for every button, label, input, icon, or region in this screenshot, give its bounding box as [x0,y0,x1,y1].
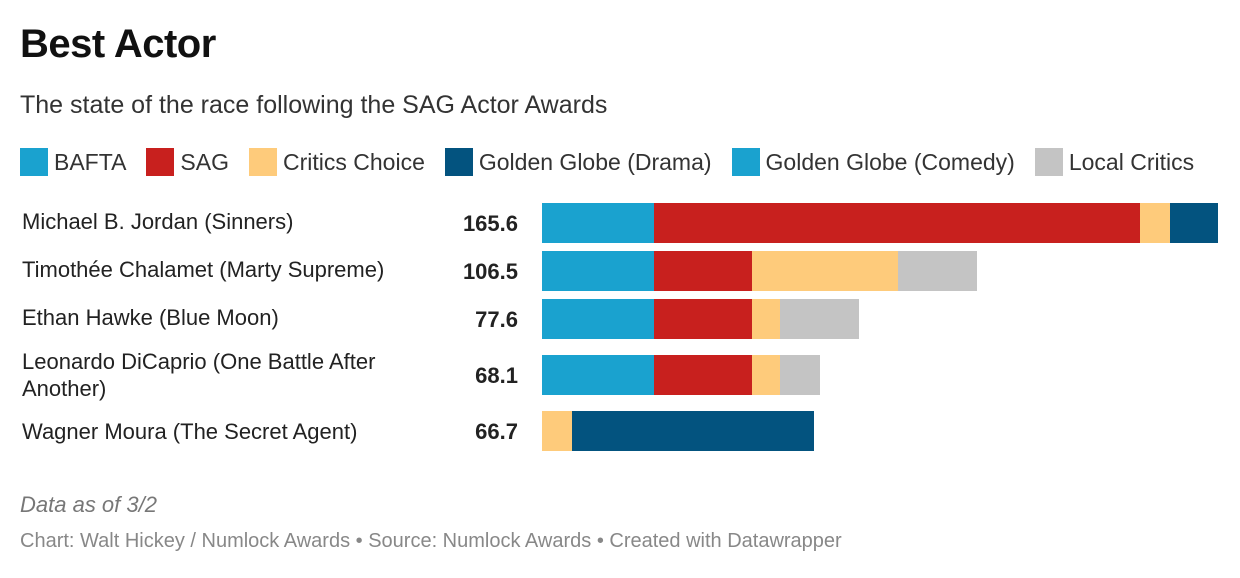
category-label: Wagner Moura (The Secret Agent) [22,419,358,444]
legend-item: BAFTA [20,148,126,176]
legend: BAFTA SAG Critics Choice Golden Globe (Dram… [20,146,1214,178]
chart-subtitle: The state of the race following the SAG … [20,91,608,119]
category-label: Timothée Chalamet (Marty Supreme) [22,257,385,282]
stacked-bar [542,411,815,451]
bar-segment [542,299,655,339]
legend-item: Golden Globe (Drama) [444,148,712,176]
category-label: Michael B. Jordan (Sinners) [22,209,294,234]
total-value: 68.1 [475,363,518,388]
legend-label: BAFTA [54,148,127,175]
total-value: 77.6 [475,307,518,332]
legend-item: Local Critics [1034,148,1195,176]
bar-segment [1169,203,1218,243]
bar-segment [752,251,898,291]
bar-segment [542,203,655,243]
category-label: Leonardo DiCaprio (One Battle After Anot… [22,349,376,401]
total-value: 106.5 [462,259,518,284]
bar-segment [752,299,781,339]
bar-segment [752,355,781,395]
bar-segment [654,355,753,395]
legend-swatch [1034,148,1063,176]
bar-segment [780,355,820,395]
legend-label: Golden Globe (Drama) [478,148,712,175]
total-value: 165.6 [462,211,518,236]
chart-title: Best Actor [20,22,216,66]
legend-item: SAG [146,148,229,176]
bar-segment [897,251,977,291]
stacked-bar [542,355,820,395]
bar-segment [542,251,655,291]
bar-segment [780,299,859,339]
bar-segment [572,411,815,451]
legend-label: SAG [180,148,229,175]
legend-label: Critics Choice [283,148,425,175]
stacked-bar [542,299,859,339]
stacked-bar [542,203,1218,243]
bar-segment [1140,203,1170,243]
bar-segment [654,203,1141,243]
legend-swatch [731,148,760,176]
stacked-bar [542,251,977,291]
data-note: Data as of 3/2 [20,492,157,517]
chart-credits: Chart: Walt Hickey / Numlock Awards • So… [20,530,842,552]
bar-segment [542,355,655,395]
legend-swatch [20,148,48,176]
total-value: 66.7 [475,419,518,444]
legend-item: Golden Globe (Comedy) [731,148,1015,176]
bar-segment [654,251,753,291]
bar-segment [542,411,573,451]
legend-label: Golden Globe (Comedy) [765,148,1015,175]
legend-item: Critics Choice [249,148,425,176]
legend-label: Local Critics [1068,148,1195,175]
category-label: Ethan Hawke (Blue Moon) [22,305,279,330]
legend-swatch [444,148,473,176]
legend-swatch [249,148,277,176]
bar-segment [654,299,753,339]
legend-swatch [146,148,175,176]
